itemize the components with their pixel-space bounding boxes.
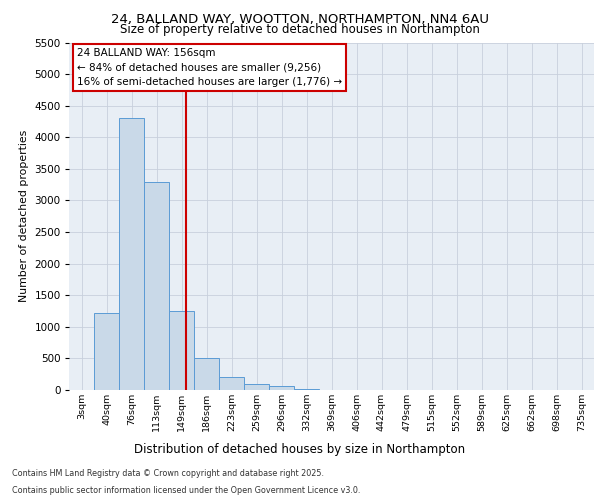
Text: 24, BALLAND WAY, WOOTTON, NORTHAMPTON, NN4 6AU: 24, BALLAND WAY, WOOTTON, NORTHAMPTON, N… <box>111 12 489 26</box>
Text: 24 BALLAND WAY: 156sqm
← 84% of detached houses are smaller (9,256)
16% of semi-: 24 BALLAND WAY: 156sqm ← 84% of detached… <box>77 48 342 88</box>
Y-axis label: Number of detached properties: Number of detached properties <box>19 130 29 302</box>
Bar <box>244 384 269 390</box>
Bar <box>269 386 294 390</box>
Bar <box>119 118 144 390</box>
Bar <box>169 311 194 390</box>
Text: Contains HM Land Registry data © Crown copyright and database right 2025.: Contains HM Land Registry data © Crown c… <box>12 468 324 477</box>
Text: Distribution of detached houses by size in Northampton: Distribution of detached houses by size … <box>134 442 466 456</box>
Bar <box>219 378 244 390</box>
Text: Contains public sector information licensed under the Open Government Licence v3: Contains public sector information licen… <box>12 486 361 495</box>
Bar <box>194 358 219 390</box>
Bar <box>94 313 119 390</box>
Bar <box>144 182 169 390</box>
Text: Size of property relative to detached houses in Northampton: Size of property relative to detached ho… <box>120 22 480 36</box>
